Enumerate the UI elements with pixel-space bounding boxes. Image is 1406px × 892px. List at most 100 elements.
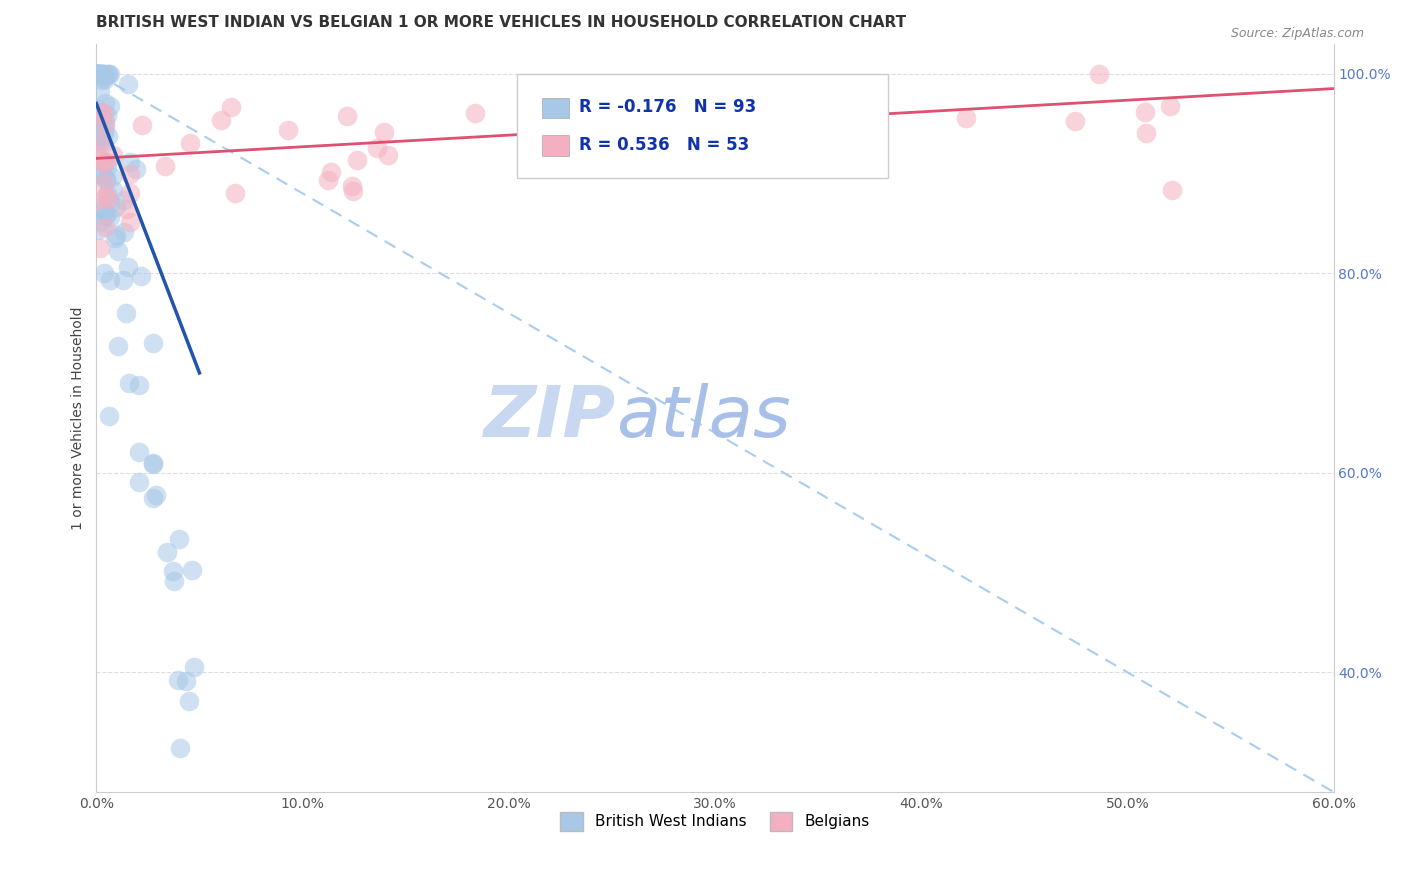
Point [1135,127,1157,141]
Point [93,267,115,281]
Point [118,215,141,229]
Point [131,118,153,132]
Point [90,169,112,183]
Point [94,72,117,87]
Point [319,165,342,179]
Point [128,378,150,392]
Point [96,160,118,174]
Point [87,131,110,145]
Point [117,260,139,274]
Point [90,167,112,181]
Point [96,187,118,202]
Point [1064,113,1087,128]
Text: R = -0.176   N = 93: R = -0.176 N = 93 [579,98,756,116]
Point [336,109,359,123]
Point [97,67,120,81]
Point [853,155,876,169]
Point [162,574,184,589]
Point [277,123,299,137]
Point [94,219,117,234]
Point [342,184,364,198]
Point [105,200,128,214]
Point [93,156,115,170]
Point [89,67,111,81]
Point [832,96,855,111]
Point [104,231,127,245]
Point [89,67,111,81]
Point [115,202,138,217]
Text: R = 0.536   N = 53: R = 0.536 N = 53 [579,136,749,153]
Point [464,106,486,120]
Point [86,105,108,120]
Point [103,184,125,198]
Legend: British West Indians, Belgians: British West Indians, Belgians [554,805,876,837]
Point [373,125,395,139]
FancyBboxPatch shape [517,74,889,178]
Point [377,147,399,161]
Point [94,96,117,111]
Point [97,67,120,81]
Point [86,67,108,81]
Point [87,201,110,215]
Point [112,193,135,207]
Point [346,153,368,167]
Point [91,204,114,219]
Point [98,67,121,81]
Point [89,67,111,81]
Point [748,152,770,166]
Point [142,335,165,350]
Point [89,104,111,119]
Point [90,153,112,167]
Point [86,128,108,143]
Point [86,67,108,81]
Point [107,339,129,353]
Point [90,67,112,81]
Text: atlas: atlas [616,384,790,452]
Point [117,77,139,91]
Point [87,67,110,81]
Point [86,103,108,117]
Point [1135,104,1157,119]
Point [142,491,165,506]
Point [156,545,179,559]
Point [101,148,124,162]
Point [104,228,127,243]
Point [697,129,720,144]
Point [91,105,114,120]
Point [94,172,117,186]
Point [180,563,202,577]
Point [86,67,108,81]
Point [97,193,120,207]
Point [120,167,142,181]
Point [100,211,122,225]
Point [86,67,108,81]
Text: BRITISH WEST INDIAN VS BELGIAN 1 OR MORE VEHICLES IN HOUSEHOLD CORRELATION CHART: BRITISH WEST INDIAN VS BELGIAN 1 OR MORE… [97,15,907,30]
Point [87,121,110,136]
Point [98,99,121,113]
Point [142,457,165,471]
Point [98,195,121,210]
Point [142,456,165,470]
Point [89,241,111,255]
Point [89,84,111,98]
Point [93,67,115,81]
Point [112,226,135,240]
Point [129,268,152,283]
Point [90,215,112,229]
Point [1159,99,1181,113]
Point [86,123,108,137]
Point [91,136,114,151]
Point [93,153,115,168]
Point [118,376,141,390]
Point [115,306,138,320]
Point [87,67,110,81]
Point [112,273,135,287]
Point [797,101,820,115]
Point [789,153,811,167]
Point [145,488,167,502]
Point [571,122,593,136]
Point [128,445,150,459]
FancyBboxPatch shape [541,97,569,119]
Point [179,136,201,150]
Point [1161,183,1184,197]
